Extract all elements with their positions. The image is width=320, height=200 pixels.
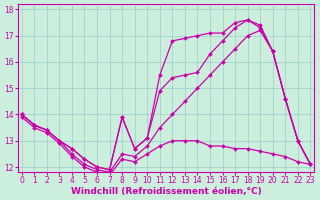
X-axis label: Windchill (Refroidissement éolien,°C): Windchill (Refroidissement éolien,°C) <box>71 187 261 196</box>
